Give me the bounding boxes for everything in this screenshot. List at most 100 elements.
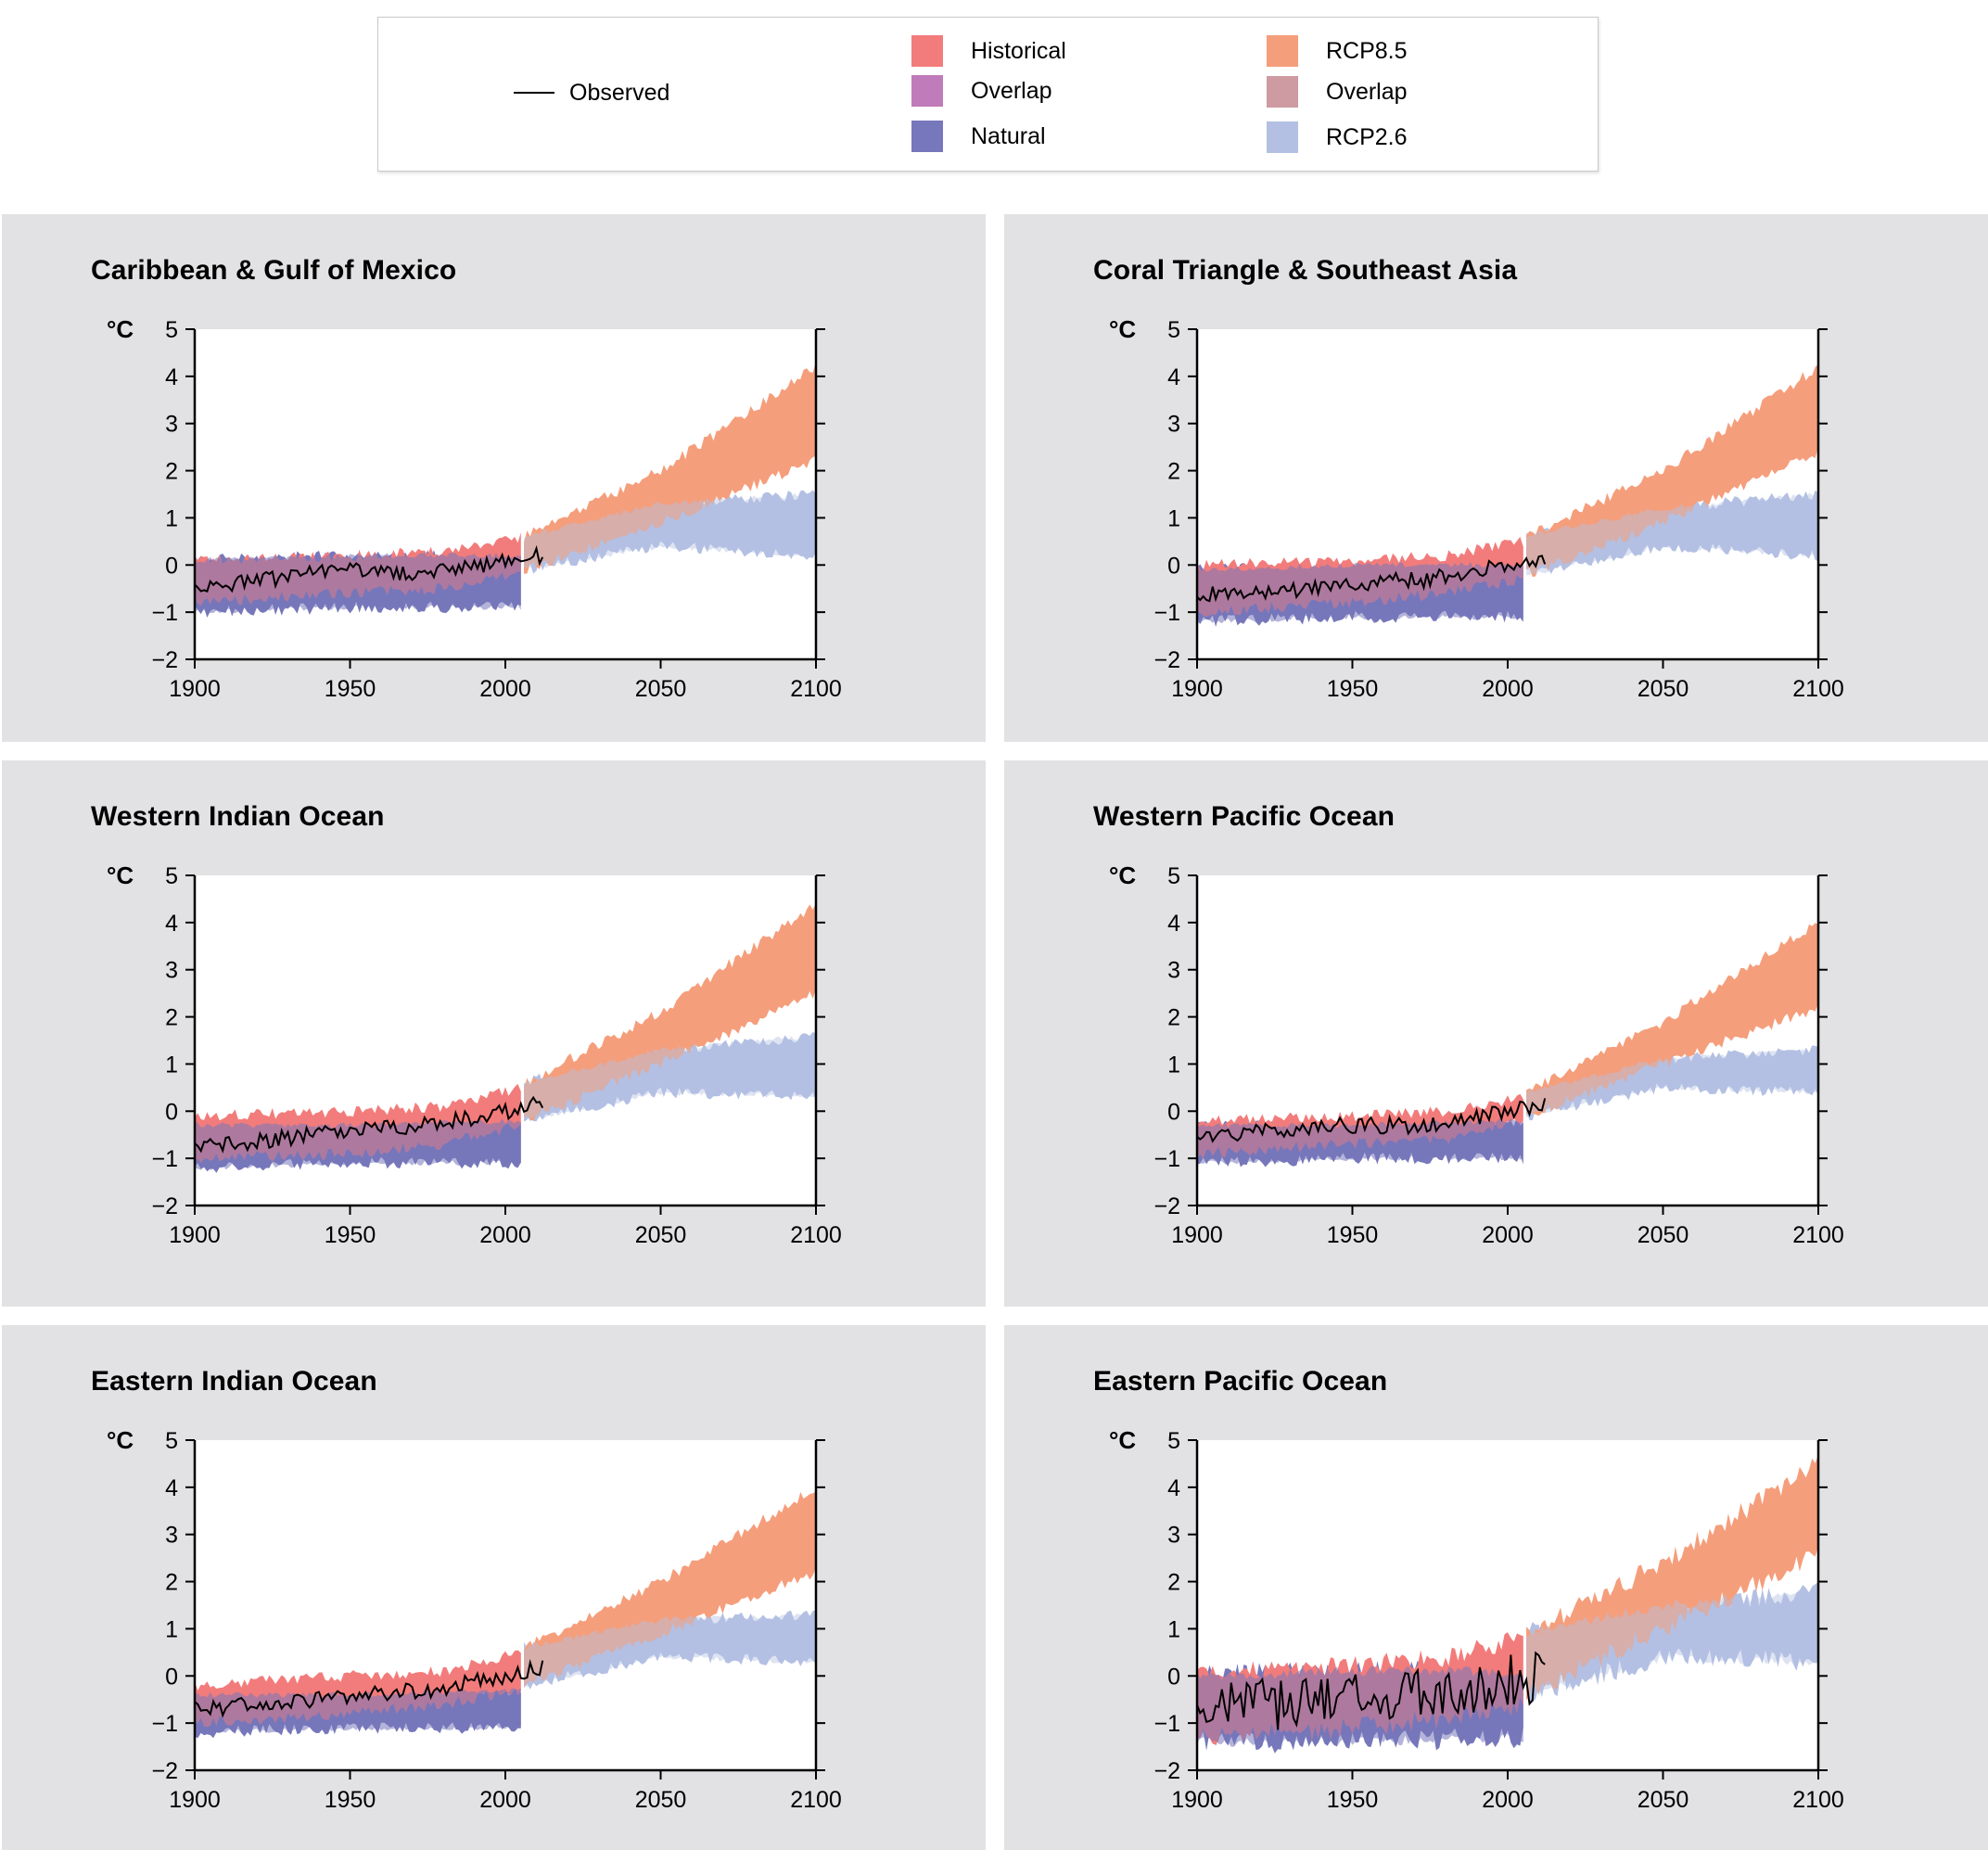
y-tick-label: 0	[1167, 1664, 1180, 1690]
x-tick-label: 2050	[635, 676, 687, 702]
y-tick-label: 1	[165, 505, 178, 531]
panel-title: Western Pacific Ocean	[1093, 801, 1395, 832]
rcp26-swatch	[1267, 121, 1298, 153]
x-tick-label: 2100	[1792, 1222, 1844, 1248]
x-tick-label: 2000	[1482, 1787, 1534, 1813]
natural-swatch	[911, 121, 943, 152]
overlap-hist-band	[195, 553, 521, 614]
y-tick-label: 0	[1167, 553, 1180, 579]
legend-item-rcp85: RCP8.5	[1267, 35, 1408, 67]
x-tick-label: 1900	[169, 1787, 221, 1813]
panel-caribbean: Caribbean & Gulf of Mexico 5 4 3 2 1 0 −1 −2 190…	[2, 214, 986, 742]
x-tick-label: 1900	[1171, 1222, 1223, 1248]
x-tick-label: 1900	[1171, 1787, 1223, 1813]
x-tick-label: 2050	[1638, 676, 1689, 702]
observed-line	[194, 1095, 544, 1154]
x-tick-label: 2050	[635, 1222, 687, 1248]
y-tick-label: 1	[165, 1616, 178, 1642]
x-tick-label: 2100	[790, 1787, 842, 1813]
overlap-hist-band	[1197, 562, 1523, 624]
rcp85-band	[1526, 364, 1818, 578]
y-tick-label: −1	[1153, 1711, 1180, 1737]
observed-line	[1196, 1651, 1546, 1730]
y-tick-label: 1	[165, 1052, 178, 1078]
y-tick-label: −2	[151, 647, 178, 673]
y-tick-label: −2	[151, 1193, 178, 1219]
legend-item-rcp26: RCP2.6	[1267, 121, 1408, 153]
y-tick-label: 1	[1167, 1616, 1180, 1642]
observed-line	[1196, 555, 1547, 603]
rcp85-band	[524, 1491, 816, 1687]
y-tick-label: 1	[1167, 1052, 1180, 1078]
y-tick-label: 0	[165, 553, 178, 579]
y-tick-label: 4	[1167, 1475, 1180, 1501]
y-tick-label: 5	[165, 1428, 178, 1454]
x-tick-label: 1950	[325, 1787, 376, 1813]
x-tick-label: 2100	[790, 1222, 842, 1248]
overlap-hist-band	[195, 1688, 521, 1734]
legend: Observed Historical Overlap Natural RCP8…	[377, 17, 1599, 172]
y-tick-label: 5	[1167, 317, 1180, 343]
chart-western-pacific: 5 4 3 2 1 0 −1 −2 1900 1950 2000 2050 2100 °C	[1109, 861, 1844, 1248]
overlap-rcp-band	[1526, 492, 1818, 576]
chart-eastern-indian: 5 4 3 2 1 0 −1 −2 1900 1950 2000 2050 2100 °C	[107, 1426, 842, 1813]
y-tick-label: 1	[1167, 505, 1180, 531]
y-tick-label: 0	[165, 1099, 178, 1125]
overlap-rcp-swatch	[1267, 76, 1298, 108]
rcp26-band	[524, 490, 816, 574]
y-axis-label: °C	[107, 1426, 134, 1454]
panel-western-pacific: Western Pacific Ocean 5 4 3 2 1 0 −1 −2 1900 1950…	[1004, 760, 1988, 1307]
rcp26-band	[524, 1031, 816, 1122]
y-tick-label: −1	[151, 1146, 178, 1172]
legend-label-rcp26: RCP2.6	[1326, 123, 1408, 150]
y-tick-label: 3	[165, 412, 178, 438]
y-tick-label: 3	[165, 1523, 178, 1549]
x-tick-label: 2000	[479, 1222, 531, 1248]
y-axis-label: °C	[107, 315, 134, 343]
panel-title: Eastern Indian Ocean	[91, 1366, 377, 1397]
historical-swatch	[911, 35, 943, 67]
panel-title: Western Indian Ocean	[91, 801, 385, 832]
x-tick-label: 1950	[1327, 676, 1379, 702]
y-tick-label: −2	[1153, 1758, 1180, 1784]
x-tick-label: 2000	[1482, 676, 1534, 702]
overlap-rcp-band	[1526, 1048, 1818, 1118]
panel-title: Coral Triangle & Southeast Asia	[1093, 255, 1518, 286]
x-tick-label: 2050	[1638, 1787, 1689, 1813]
legend-item-natural: Natural	[911, 121, 1046, 152]
x-tick-label: 1900	[1171, 676, 1223, 702]
chart-coral-triangle: 5 4 3 2 1 0 −1 −2 1900 1950 2000 2050 2100 °C	[1109, 315, 1844, 702]
x-tick-label: 2050	[1638, 1222, 1689, 1248]
y-tick-label: 3	[1167, 958, 1180, 984]
rcp85-swatch	[1267, 35, 1298, 67]
y-tick-label: −1	[1153, 600, 1180, 626]
x-tick-label: 2100	[1792, 676, 1844, 702]
y-tick-label: 0	[1167, 1099, 1180, 1125]
overlap-rcp-band	[524, 491, 816, 571]
y-tick-label: 4	[1167, 911, 1180, 937]
x-tick-label: 2100	[790, 676, 842, 702]
overlap-rcp-band	[524, 1612, 816, 1687]
x-tick-label: 1900	[169, 1222, 221, 1248]
y-tick-label: 2	[1167, 459, 1180, 485]
rcp85-band	[1526, 923, 1818, 1116]
y-tick-label: 3	[1167, 412, 1180, 438]
overlap-rcp-band	[1526, 1587, 1818, 1698]
chart-eastern-pacific: 5 4 3 2 1 0 −1 −2 1900 1950 2000 2050 2100 °C	[1109, 1426, 1844, 1813]
legend-item-historical: Historical	[911, 35, 1066, 67]
x-tick-label: 1900	[169, 676, 221, 702]
legend-label-natural: Natural	[971, 122, 1046, 149]
rcp85-band	[1526, 1454, 1818, 1701]
y-tick-label: 2	[165, 1005, 178, 1031]
y-tick-label: −1	[151, 600, 178, 626]
x-tick-label: 1950	[325, 1222, 376, 1248]
rcp26-band	[524, 1610, 816, 1690]
x-tick-label: 2000	[479, 1787, 531, 1813]
y-tick-label: 4	[1167, 364, 1180, 390]
legend-label-historical: Historical	[971, 37, 1066, 64]
y-tick-label: −1	[151, 1711, 178, 1737]
legend-label-observed: Observed	[569, 79, 670, 106]
panel-eastern-indian: Eastern Indian Ocean 5 4 3 2 1 0 −1 −2 1900 1950 2…	[2, 1325, 986, 1850]
chart-caribbean: 5 4 3 2 1 0 −1 −2 1900 1950 2000 2050 2100 °C	[107, 315, 842, 702]
y-tick-label: 0	[165, 1664, 178, 1690]
